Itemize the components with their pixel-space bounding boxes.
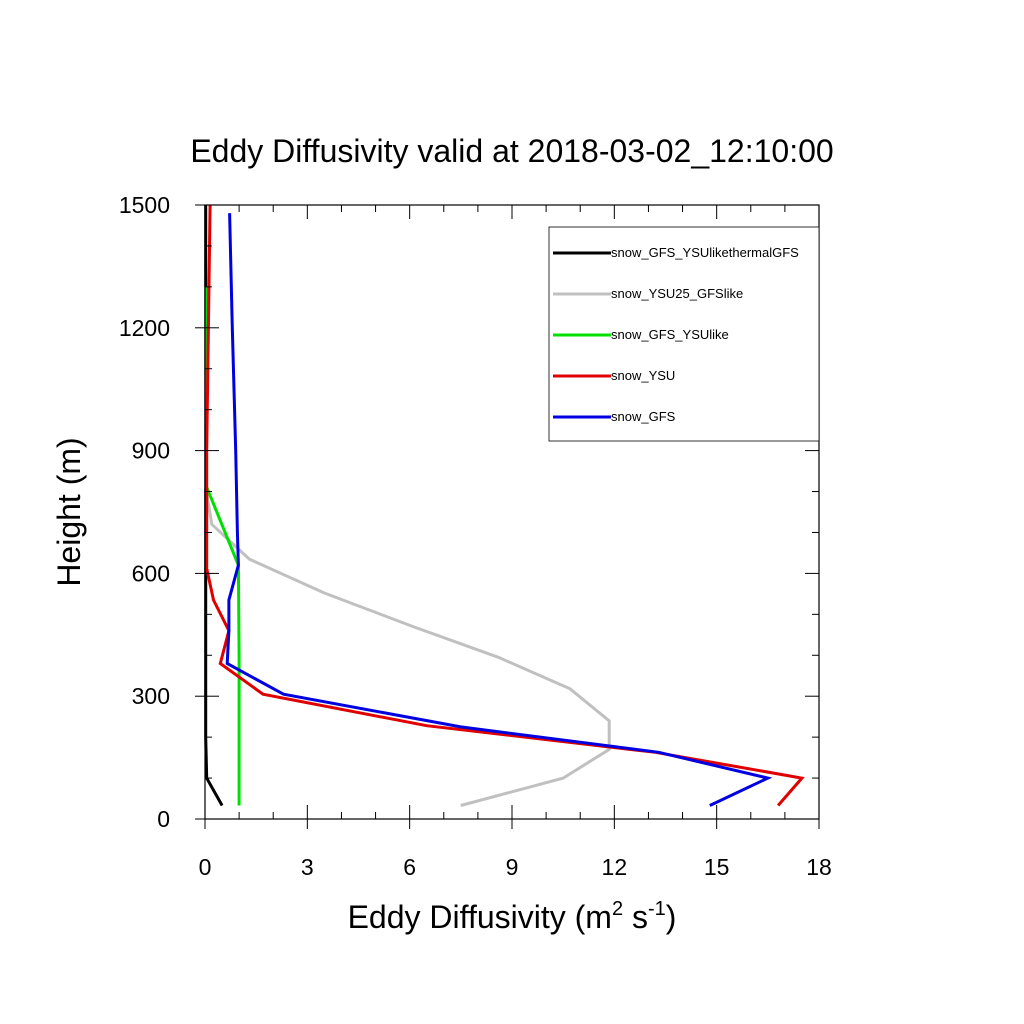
x-axis-label-exp1: 2	[612, 898, 623, 920]
x-tick-label: 15	[704, 854, 730, 880]
axis-ticks	[195, 204, 820, 829]
legend-label-2: snow_GFS_YSUlike	[611, 327, 729, 342]
y-tick-label: 900	[132, 438, 170, 464]
legend-label-4: snow_GFS	[611, 409, 676, 424]
x-tick-labels: 0 3 6 9 12 15 18	[199, 854, 832, 880]
y-axis-label: Height (m)	[51, 437, 87, 586]
x-tick-label: 0	[199, 854, 212, 880]
x-axis-label-base: Eddy Diffusivity (m	[348, 899, 612, 935]
x-axis-label: Eddy Diffusivity (m2 s-1)	[348, 898, 677, 935]
x-tick-label: 18	[806, 854, 832, 880]
y-tick-label: 0	[157, 806, 170, 832]
series-line-4	[225, 213, 773, 807]
y-tick-label: 1200	[119, 315, 170, 341]
x-tick-label: 9	[506, 854, 519, 880]
legend-label-1: snow_YSU25_GFSlike	[611, 286, 743, 301]
x-tick-label: 12	[602, 854, 628, 880]
legend: snow_GFS_YSUlikethermalGFS snow_YSU25_GFS…	[548, 226, 820, 442]
y-tick-label: 1500	[119, 192, 170, 218]
x-tick-label: 6	[403, 854, 416, 880]
y-tick-label: 600	[132, 560, 170, 586]
legend-label-0: snow_GFS_YSUlikethermalGFS	[611, 245, 799, 260]
y-tick-label: 300	[132, 683, 170, 709]
chart-title: Eddy Diffusivity valid at 2018-03-02_12:…	[190, 133, 833, 169]
x-axis-label-mid: s	[623, 899, 648, 935]
x-axis-label-exp2: -1	[648, 898, 666, 920]
x-tick-label: 3	[301, 854, 314, 880]
y-tick-labels: 0 300 600 900 1200 1500	[119, 192, 170, 832]
x-axis-label-end: )	[666, 899, 677, 935]
legend-label-3: snow_YSU	[611, 368, 675, 383]
